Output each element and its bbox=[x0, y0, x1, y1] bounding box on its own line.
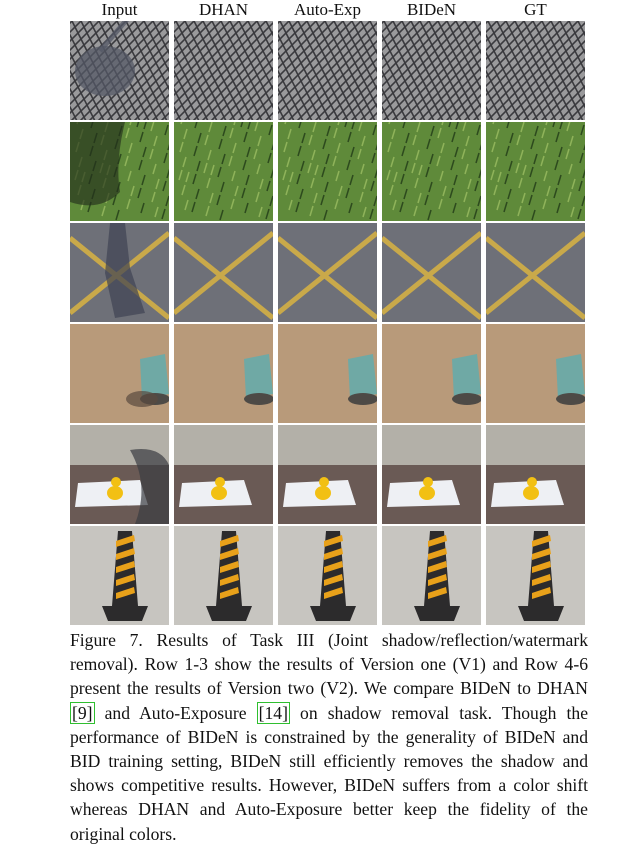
traffic-cone-photo bbox=[70, 526, 169, 625]
grass-photo bbox=[278, 122, 377, 221]
result-image-row5-input bbox=[70, 425, 169, 524]
asphalt-yellow-lines-photo bbox=[278, 223, 377, 322]
result-image-row6-auto-exp bbox=[278, 526, 377, 625]
result-image-row2-auto-exp bbox=[278, 122, 377, 221]
citation-link-dhan[interactable]: [9] bbox=[70, 701, 95, 724]
result-image-row2-gt bbox=[486, 122, 585, 221]
column-header-dhan: DHAN bbox=[198, 0, 249, 19]
result-image-grid bbox=[70, 21, 586, 625]
asphalt-yellow-lines-photo bbox=[174, 223, 273, 322]
traffic-cone-photo bbox=[486, 526, 585, 625]
caption-text-3: on shadow removal task. Though the perfo… bbox=[70, 702, 589, 844]
column-header-biden: BIDeN bbox=[406, 0, 457, 19]
figure-label: Figure 7. bbox=[70, 630, 143, 650]
result-image-row5-dhan bbox=[174, 425, 273, 524]
tiled-pavement-photo bbox=[70, 21, 169, 120]
curb-duck-paper-photo bbox=[486, 425, 585, 524]
result-image-row1-auto-exp bbox=[278, 21, 377, 120]
result-image-row5-gt bbox=[486, 425, 585, 524]
result-image-row2-input bbox=[70, 122, 169, 221]
result-image-row6-input bbox=[70, 526, 169, 625]
column-headers: Input DHAN Auto-Exp BIDeN GT bbox=[70, 0, 586, 20]
result-image-row6-gt bbox=[486, 526, 585, 625]
grass-photo bbox=[382, 122, 481, 221]
sand-object-photo bbox=[70, 324, 169, 423]
sand-object-photo bbox=[174, 324, 273, 423]
asphalt-yellow-lines-photo bbox=[486, 223, 585, 322]
sand-object-photo bbox=[278, 324, 377, 423]
column-header-input: Input bbox=[101, 0, 138, 19]
traffic-cone-photo bbox=[174, 526, 273, 625]
caption-text-2: and Auto-Exposure bbox=[94, 702, 257, 723]
result-image-row3-input bbox=[70, 223, 169, 322]
result-image-row1-biden bbox=[382, 21, 481, 120]
result-image-row4-dhan bbox=[174, 324, 273, 423]
grass-photo bbox=[174, 122, 273, 221]
result-image-row5-biden bbox=[382, 425, 481, 524]
result-image-row2-dhan bbox=[174, 122, 273, 221]
result-image-row6-dhan bbox=[174, 526, 273, 625]
tiled-pavement-photo bbox=[382, 21, 481, 120]
result-image-row4-biden bbox=[382, 324, 481, 423]
traffic-cone-photo bbox=[382, 526, 481, 625]
result-image-row3-gt bbox=[486, 223, 585, 322]
result-image-row3-biden bbox=[382, 223, 481, 322]
tiled-pavement-photo bbox=[486, 21, 585, 120]
citation-link-auto-exposure[interactable]: [14] bbox=[256, 701, 290, 724]
result-image-row2-biden bbox=[382, 122, 481, 221]
curb-duck-paper-photo bbox=[278, 425, 377, 524]
caption-text-1: Results of Task III (Joint shadow/reflec… bbox=[70, 630, 588, 699]
asphalt-yellow-lines-photo bbox=[70, 223, 169, 322]
curb-duck-paper-photo bbox=[70, 425, 169, 524]
result-image-row3-auto-exp bbox=[278, 223, 377, 322]
grass-photo bbox=[70, 122, 169, 221]
result-image-row4-input bbox=[70, 324, 169, 423]
curb-duck-paper-photo bbox=[382, 425, 481, 524]
asphalt-yellow-lines-photo bbox=[382, 223, 481, 322]
sand-object-photo bbox=[382, 324, 481, 423]
result-image-row3-dhan bbox=[174, 223, 273, 322]
result-image-row6-biden bbox=[382, 526, 481, 625]
sand-object-photo bbox=[486, 324, 585, 423]
column-header-auto-exp: Auto-Exp bbox=[293, 0, 362, 19]
result-image-row4-auto-exp bbox=[278, 324, 377, 423]
traffic-cone-photo bbox=[278, 526, 377, 625]
tiled-pavement-photo bbox=[174, 21, 273, 120]
result-image-row1-dhan bbox=[174, 21, 273, 120]
tiled-pavement-photo bbox=[278, 21, 377, 120]
curb-duck-paper-photo bbox=[174, 425, 273, 524]
column-header-gt: GT bbox=[524, 0, 547, 19]
figure-caption: Figure 7. Results of Task III (Joint sha… bbox=[70, 628, 588, 846]
result-image-row4-gt bbox=[486, 324, 585, 423]
result-image-row5-auto-exp bbox=[278, 425, 377, 524]
result-image-row1-input bbox=[70, 21, 169, 120]
grass-photo bbox=[486, 122, 585, 221]
result-image-row1-gt bbox=[486, 21, 585, 120]
